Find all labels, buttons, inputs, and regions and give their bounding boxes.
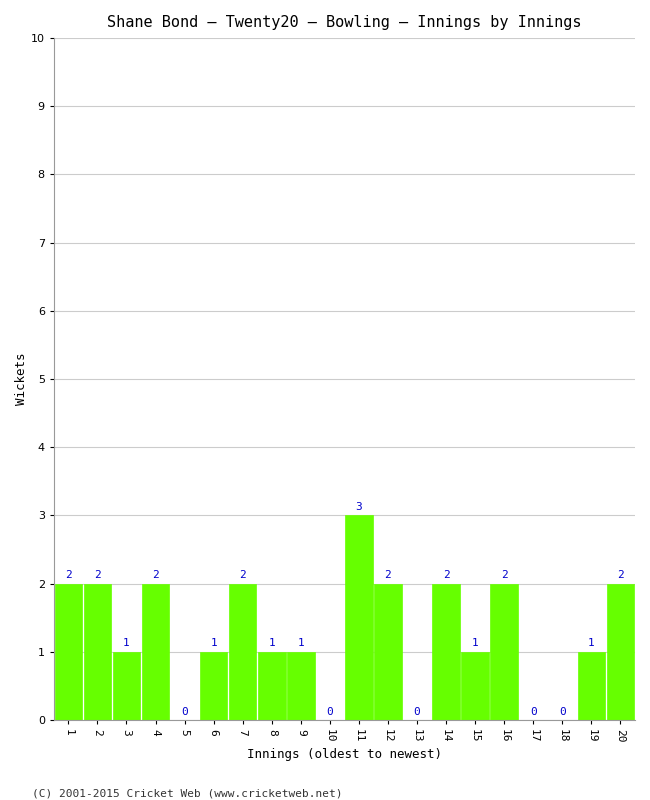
Text: 0: 0 bbox=[559, 706, 566, 717]
Text: 2: 2 bbox=[65, 570, 72, 580]
Text: 1: 1 bbox=[298, 638, 304, 648]
Text: 2: 2 bbox=[617, 570, 624, 580]
Bar bbox=[432, 583, 460, 720]
Y-axis label: Wickets: Wickets bbox=[15, 353, 28, 406]
Bar bbox=[287, 652, 315, 720]
X-axis label: Innings (oldest to newest): Innings (oldest to newest) bbox=[247, 748, 442, 761]
Text: 1: 1 bbox=[210, 638, 217, 648]
Bar bbox=[142, 583, 169, 720]
Text: 0: 0 bbox=[181, 706, 188, 717]
Text: 0: 0 bbox=[413, 706, 421, 717]
Bar bbox=[55, 583, 82, 720]
Text: 2: 2 bbox=[152, 570, 159, 580]
Text: 3: 3 bbox=[356, 502, 362, 512]
Bar bbox=[606, 583, 634, 720]
Title: Shane Bond – Twenty20 – Bowling – Innings by Innings: Shane Bond – Twenty20 – Bowling – Inning… bbox=[107, 15, 582, 30]
Text: 2: 2 bbox=[385, 570, 391, 580]
Text: 2: 2 bbox=[501, 570, 508, 580]
Bar bbox=[345, 515, 372, 720]
Bar bbox=[258, 652, 285, 720]
Bar bbox=[374, 583, 402, 720]
Text: 1: 1 bbox=[588, 638, 595, 648]
Text: 2: 2 bbox=[443, 570, 450, 580]
Bar bbox=[84, 583, 111, 720]
Text: 0: 0 bbox=[530, 706, 537, 717]
Text: 1: 1 bbox=[268, 638, 275, 648]
Bar bbox=[200, 652, 227, 720]
Bar bbox=[112, 652, 140, 720]
Text: 2: 2 bbox=[94, 570, 101, 580]
Bar bbox=[462, 652, 489, 720]
Bar bbox=[229, 583, 257, 720]
Text: 2: 2 bbox=[239, 570, 246, 580]
Bar bbox=[491, 583, 518, 720]
Bar bbox=[578, 652, 605, 720]
Text: 0: 0 bbox=[326, 706, 333, 717]
Text: 1: 1 bbox=[472, 638, 478, 648]
Text: 1: 1 bbox=[123, 638, 130, 648]
Text: (C) 2001-2015 Cricket Web (www.cricketweb.net): (C) 2001-2015 Cricket Web (www.cricketwe… bbox=[32, 788, 343, 798]
